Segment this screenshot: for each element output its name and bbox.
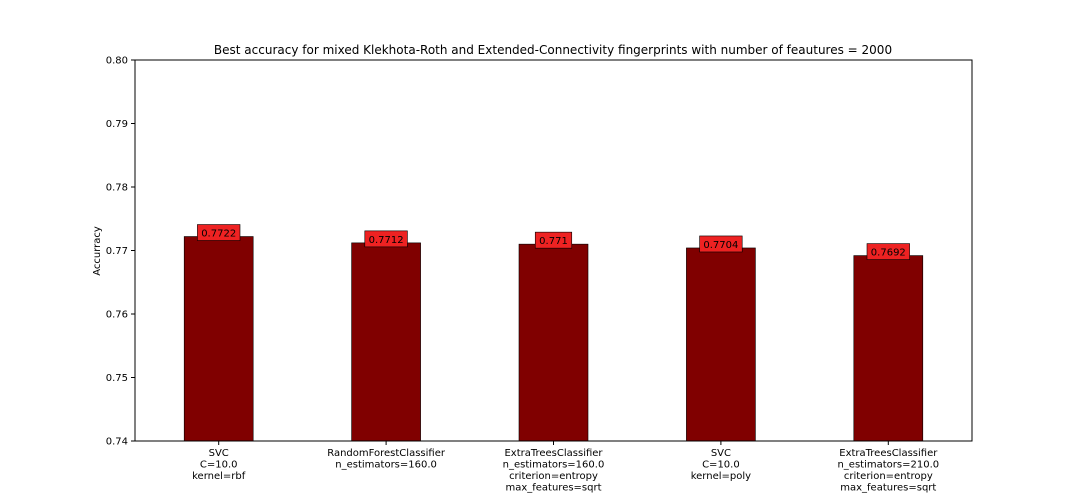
y-tick-label: 0.77 [106,246,128,257]
y-tick-label: 0.76 [106,310,128,321]
data-label: 0.7704 [703,240,738,251]
y-axis-label: Accurracy [92,226,103,276]
x-tick-label: n_estimators=210.0 [837,460,939,471]
x-tick-label: criterion=entropy [509,471,598,482]
x-tick-label: max_features=sqrt [505,483,601,494]
bar [351,242,421,442]
x-tick-label: n_estimators=160.0 [503,460,605,471]
x-tick-label: kernel=rbf [192,471,246,482]
x-tick-label: ExtraTreesClassifier [504,448,603,459]
data-label: 0.7692 [871,248,906,259]
x-tick-label: n_estimators=160.0 [335,460,437,471]
plot-area-frame [134,59,973,442]
data-label-box [364,230,408,248]
data-label-box [866,243,910,260]
y-tick-label: 0.78 [106,183,128,194]
x-axis: SVCC=10.0kernel=rbfRandomForestClassifie… [192,441,939,494]
y-tick-label: 0.80 [106,56,128,67]
y-axis: 0.74 0.75 0.76 0.77 0.78 0.79 0.80 [106,56,135,448]
data-label: 0.7722 [201,229,236,240]
data-label-box [534,231,573,249]
bar [686,247,756,442]
y-tick-label: 0.75 [106,373,128,384]
bar [853,255,924,442]
chart-title: Best accuracy for mixed Klekhota-Roth an… [214,43,892,57]
x-tick-label: ExtraTreesClassifier [839,448,938,459]
data-label: 0.771 [539,236,568,247]
data-label: 0.7712 [369,235,404,246]
data-label-box [197,224,241,241]
x-tick-label: RandomForestClassifier [327,448,446,459]
y-tick-label: 0.79 [106,119,128,130]
x-tick-label: SVC [209,448,229,459]
bar [183,236,254,442]
data-label-box [699,235,743,253]
x-tick-label: C=10.0 [200,460,238,471]
y-tick-label: 0.74 [106,437,128,448]
x-tick-label: C=10.0 [702,460,740,471]
x-tick-label: max_features=sqrt [840,483,936,494]
bars-group: 0.7722 0.7712 0.771 0.7704 0.7692 [183,224,924,442]
x-tick-label: kernel=poly [691,471,751,482]
bar [518,243,589,442]
x-tick-label: criterion=entropy [844,471,933,482]
x-tick-label: SVC [711,448,731,459]
